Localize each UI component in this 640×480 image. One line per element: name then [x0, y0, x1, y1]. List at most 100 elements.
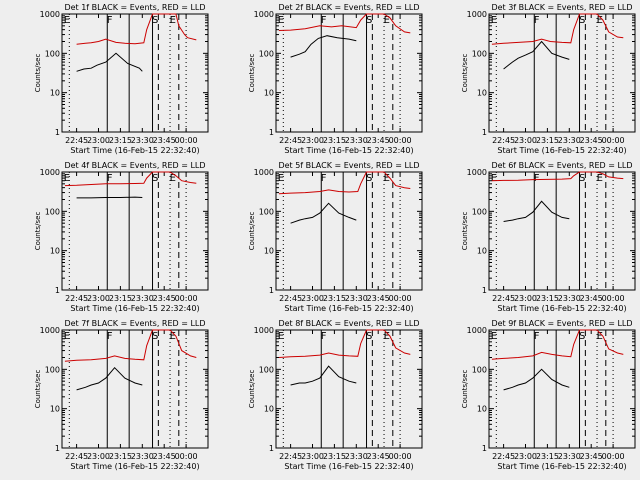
x-tick-label: 22:45: [279, 136, 302, 145]
panel-title: Det 9f BLACK = Events, RED = LLD: [491, 319, 632, 328]
x-tick-label: 23:30: [345, 136, 368, 145]
panel-6: Det 6f BLACK = Events, RED = LLD 1 10 100 10…: [461, 161, 636, 313]
y-axis-label: Counts/sec: [461, 212, 469, 251]
x-tick-label: 00:00: [389, 452, 412, 461]
x-tick-label: 23:00: [301, 136, 324, 145]
panel-title: Det 4f BLACK = Events, RED = LLD: [64, 161, 205, 170]
y-tick-label: 100: [472, 49, 487, 58]
x-tick-label: 23:00: [514, 452, 537, 461]
y-axis-label: Counts/sec: [34, 54, 42, 93]
x-tick-label: 23:45: [367, 136, 390, 145]
panel-title: Det 1f BLACK = Events, RED = LLD: [64, 3, 205, 12]
axes-box: [61, 13, 209, 133]
event-marker-label: S: [152, 331, 158, 342]
x-tick-label: 23:00: [87, 452, 110, 461]
event-marker-label: F: [321, 173, 327, 184]
x-tick-label: 23:45: [367, 452, 390, 461]
x-tick-label: 23:30: [558, 136, 581, 145]
x-tick-label: 23:00: [87, 294, 110, 303]
x-tick-label: 23:30: [558, 294, 581, 303]
x-tick-label: 23:15: [323, 294, 346, 303]
series-lld-line: [278, 13, 411, 34]
y-tick-label: 1: [55, 128, 60, 137]
x-tick-label: 23:00: [301, 452, 324, 461]
event-marker-label: E: [491, 15, 497, 26]
x-axis-label: Start Time (16-Feb-15 22:32:40): [497, 146, 626, 155]
x-tick-label: 22:45: [279, 452, 302, 461]
x-tick-label: 00:00: [175, 136, 198, 145]
x-tick-label: 00:00: [602, 452, 625, 461]
y-tick-label: 1000: [254, 168, 274, 177]
x-axis-label: Start Time (16-Feb-15 22:32:40): [284, 304, 413, 313]
series-events-line: [503, 40, 570, 70]
x-tick-label: 23:30: [345, 294, 368, 303]
x-tick-label: 23:30: [131, 136, 154, 145]
series-events-line: [503, 368, 570, 391]
y-tick-label: 1: [269, 286, 274, 295]
x-tick-label: 22:45: [492, 294, 515, 303]
x-tick-label: 23:45: [580, 294, 603, 303]
event-marker-label: E: [278, 15, 284, 26]
series-lld-line: [64, 329, 197, 362]
y-tick-label: 100: [45, 49, 60, 58]
event-marker-label: E: [491, 173, 497, 184]
event-marker-label: E: [170, 331, 176, 342]
x-tick-label: 23:45: [580, 452, 603, 461]
x-tick-label: 00:00: [175, 452, 198, 461]
y-tick-label: 10: [50, 89, 60, 98]
event-marker-label: S: [366, 15, 372, 26]
axes-box: [275, 13, 423, 133]
x-tick-label: 23:15: [536, 136, 559, 145]
y-tick-label: 1: [482, 286, 487, 295]
event-marker-label: E: [597, 15, 603, 26]
panel-title: Det 8f BLACK = Events, RED = LLD: [278, 319, 419, 328]
x-tick-label: 23:45: [153, 294, 176, 303]
series-events-line: [503, 200, 570, 222]
x-axis-label: Start Time (16-Feb-15 22:32:40): [284, 462, 413, 471]
y-tick-label: 1: [269, 128, 274, 137]
x-tick-label: 23:15: [536, 452, 559, 461]
series-lld-line: [491, 13, 624, 45]
axes-box: [488, 13, 636, 133]
y-axis-label: Counts/sec: [248, 370, 256, 409]
y-axis-label: Counts/sec: [461, 54, 469, 93]
y-tick-label: 100: [259, 207, 274, 216]
panel-4: Det 4f BLACK = Events, RED = LLD 1 10 100 10…: [34, 161, 209, 313]
event-marker-label: F: [321, 15, 327, 26]
x-tick-label: 22:45: [492, 136, 515, 145]
y-tick-label: 1000: [40, 326, 60, 335]
panel-title: Det 5f BLACK = Events, RED = LLD: [278, 161, 419, 170]
y-tick-label: 10: [50, 405, 60, 414]
x-tick-label: 22:45: [65, 294, 88, 303]
y-tick-label: 100: [45, 365, 60, 374]
event-marker-label: S: [152, 173, 158, 184]
y-tick-label: 1: [55, 444, 60, 453]
x-tick-label: 23:45: [153, 452, 176, 461]
x-tick-label: 23:30: [131, 452, 154, 461]
x-tick-label: 00:00: [602, 136, 625, 145]
series-lld-line: [278, 329, 411, 358]
y-tick-label: 100: [45, 207, 60, 216]
event-marker-label: S: [366, 173, 372, 184]
panel-2: Det 2f BLACK = Events, RED = LLD 1 10 100 10…: [248, 3, 423, 155]
series-events-line: [76, 366, 143, 391]
panel-title: Det 3f BLACK = Events, RED = LLD: [491, 3, 632, 12]
panel-7: Det 7f BLACK = Events, RED = LLD 1 10 100 10…: [34, 319, 209, 471]
x-tick-label: 23:15: [323, 136, 346, 145]
y-tick-label: 1000: [40, 10, 60, 19]
y-tick-label: 100: [472, 365, 487, 374]
x-axis-label: Start Time (16-Feb-15 22:32:40): [497, 304, 626, 313]
event-marker-label: E: [384, 15, 390, 26]
event-marker-label: E: [278, 173, 284, 184]
axes-box: [275, 171, 423, 291]
panel-8: Det 8f BLACK = Events, RED = LLD 1 10 100 10…: [248, 319, 423, 471]
y-tick-label: 10: [477, 405, 487, 414]
x-tick-label: 22:45: [65, 136, 88, 145]
y-tick-label: 10: [264, 247, 274, 256]
panel-5: Det 5f BLACK = Events, RED = LLD 1 10 100 10…: [248, 161, 423, 313]
y-tick-label: 10: [264, 405, 274, 414]
event-marker-label: E: [384, 173, 390, 184]
y-tick-label: 1: [269, 444, 274, 453]
series-events-line: [76, 196, 143, 199]
